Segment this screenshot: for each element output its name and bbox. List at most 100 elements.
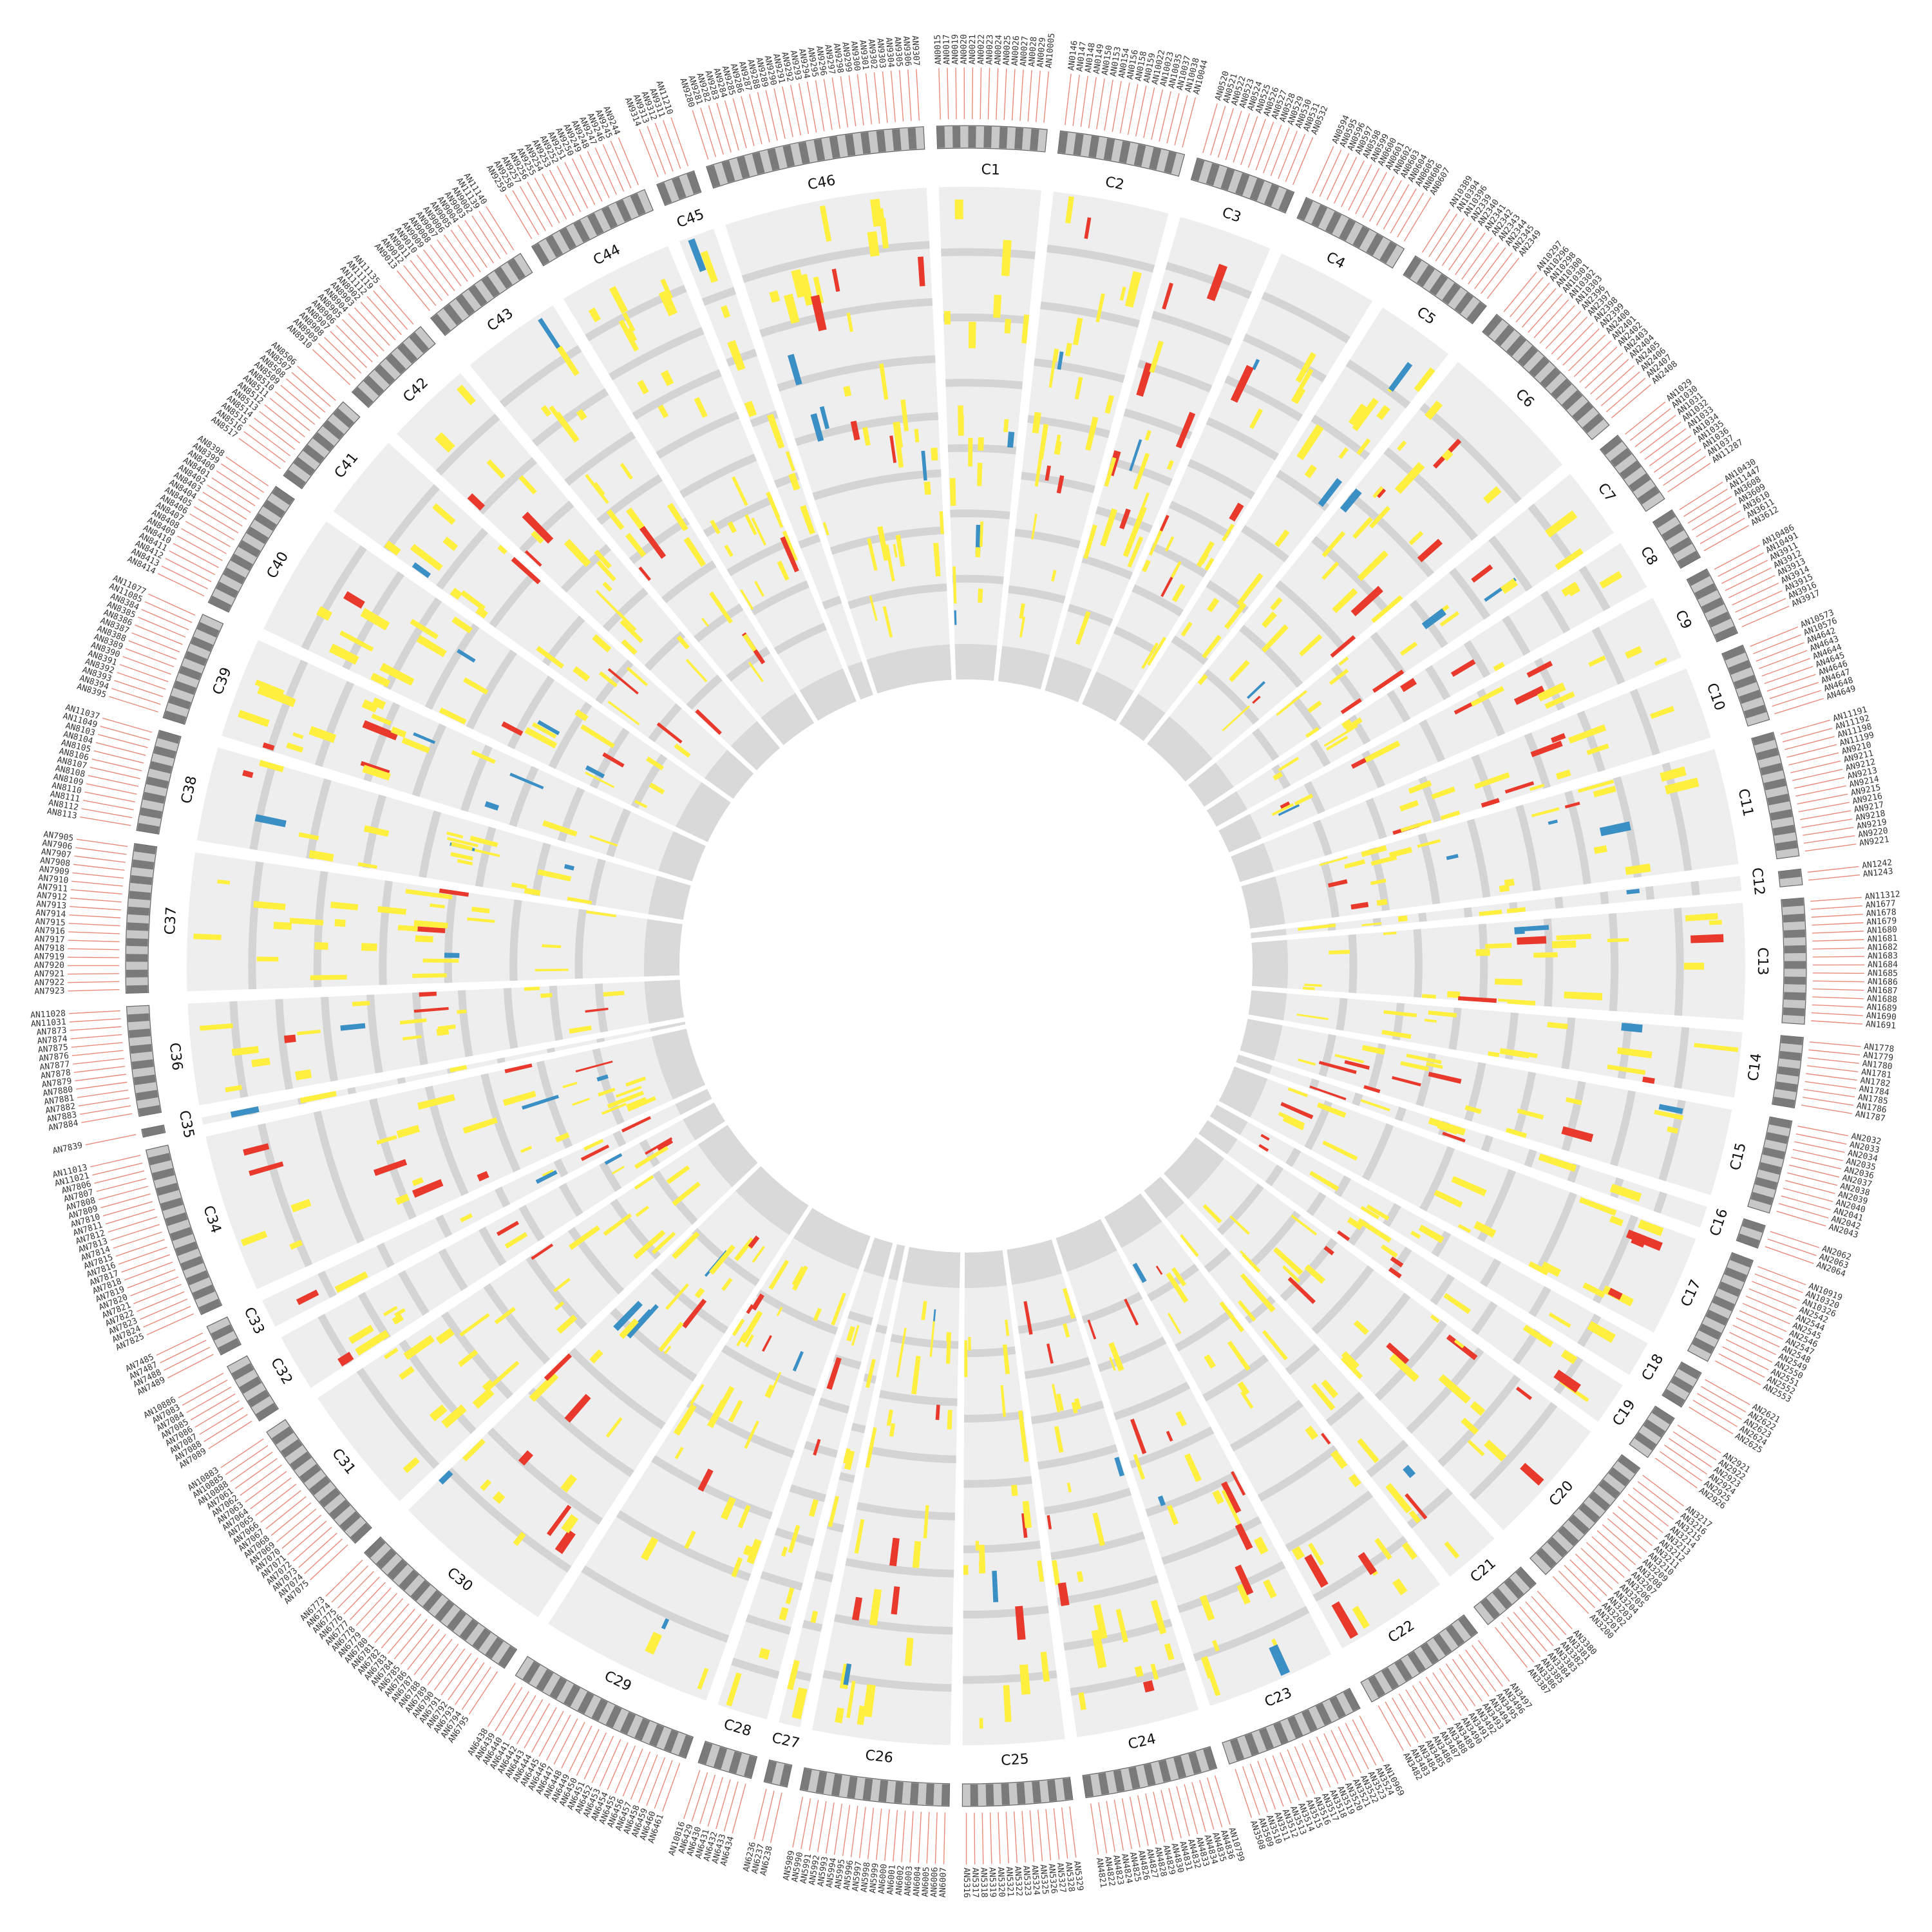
gene-tick <box>1802 1097 1854 1106</box>
track-band <box>313 1110 365 1244</box>
gene-tick <box>1759 650 1808 669</box>
heatmap-cell <box>1222 705 1251 732</box>
gene-label: AN0017 <box>942 34 952 64</box>
gene-tick <box>1783 1188 1833 1202</box>
gene-tick <box>1501 1622 1535 1663</box>
heatmap-cell <box>480 1479 492 1492</box>
track-band <box>1609 1090 1636 1167</box>
cluster-inner-block <box>1209 1104 1248 1135</box>
heatmap-cell <box>537 869 572 882</box>
cluster-inner-block <box>697 1124 758 1188</box>
track-band <box>1168 500 1231 539</box>
heatmap-cell <box>554 1132 570 1143</box>
gene-tick <box>285 378 326 413</box>
gene-tick <box>1390 188 1417 234</box>
gene-block <box>280 1439 303 1458</box>
track-band <box>1437 1374 1521 1467</box>
heatmap-cell <box>439 893 453 900</box>
cluster-inner-block <box>735 1166 809 1235</box>
track-band <box>1325 1392 1365 1426</box>
track-band <box>1206 417 1279 460</box>
gene-tick <box>622 1748 643 1797</box>
gene-tick <box>182 1379 228 1406</box>
heatmap-cell <box>1287 1276 1316 1304</box>
track-band <box>945 379 1023 390</box>
cluster-label: C16 <box>1707 1207 1732 1238</box>
heatmap-cell <box>634 799 648 809</box>
gene-tick <box>70 897 122 903</box>
gene-tick <box>143 1305 191 1328</box>
track-band <box>833 1354 862 1370</box>
cluster-sector <box>202 1021 686 1125</box>
heatmap-cell <box>843 1448 851 1464</box>
track-band <box>1577 710 1605 772</box>
gene-block <box>312 432 334 452</box>
heatmap-cell <box>1282 1117 1305 1131</box>
heatmap-cell <box>929 1321 935 1357</box>
gene-tick <box>354 307 390 346</box>
gene-tick <box>368 1598 404 1638</box>
heatmap-cell <box>1229 659 1250 683</box>
gene-tick <box>1474 247 1506 289</box>
gene-tick <box>100 1193 151 1209</box>
heatmap-cell <box>748 661 764 683</box>
heatmap-cell <box>494 1307 516 1325</box>
heatmap-cell <box>573 666 591 682</box>
heatmap-cell <box>412 1179 444 1198</box>
heatmap-cell <box>1642 1076 1655 1084</box>
track-band <box>644 630 686 671</box>
gene-tick <box>1739 1310 1787 1332</box>
gene-tick <box>1790 761 1841 773</box>
heatmap-cell <box>611 1166 625 1175</box>
gene-tick <box>790 84 802 136</box>
heatmap-cell <box>1057 351 1064 370</box>
gene-tick <box>137 1291 185 1312</box>
gene-block <box>1420 1642 1439 1665</box>
gene-tick <box>167 1354 214 1379</box>
heatmap-cell <box>813 1439 821 1456</box>
heatmap-cell <box>1231 1471 1246 1496</box>
heatmap-cell <box>1531 807 1560 818</box>
heatmap-cell <box>522 1095 559 1110</box>
heatmap-cell <box>1358 1552 1377 1575</box>
gene-block <box>764 1760 777 1783</box>
heatmap-cell <box>1304 1554 1329 1588</box>
gene-label: AN7919 <box>34 952 64 961</box>
track-band <box>528 1387 634 1477</box>
heatmap-cell <box>1485 943 1512 949</box>
heatmap-cell <box>585 772 615 788</box>
heatmap-cell <box>1129 506 1147 540</box>
cluster-label: C15 <box>1727 1141 1750 1172</box>
heatmap-cell <box>240 1230 268 1247</box>
gene-tick <box>381 1609 415 1649</box>
heatmap-cell <box>1561 582 1580 597</box>
heatmap-cell <box>954 199 963 220</box>
gene-tick <box>1331 1730 1354 1777</box>
track-band <box>1310 739 1331 767</box>
gene-tick <box>1622 1500 1663 1533</box>
gene-block <box>1329 1696 1346 1719</box>
gene-block <box>1762 1147 1785 1160</box>
cluster-sector <box>262 1088 712 1327</box>
gene-tick <box>1121 1798 1132 1850</box>
heatmap-cell <box>1425 400 1443 420</box>
gene-tick <box>1625 401 1666 435</box>
heatmap-cell <box>939 511 944 535</box>
heatmap-cell <box>1607 1065 1646 1075</box>
heatmap-cell <box>1498 998 1536 1004</box>
cluster-inner-block <box>1241 876 1285 929</box>
gene-block <box>1128 1766 1141 1790</box>
track-band <box>1132 584 1184 617</box>
gene-block <box>925 1783 934 1806</box>
heatmap-cell <box>1206 263 1227 301</box>
gene-tick <box>531 1707 557 1753</box>
heatmap-cell <box>1376 404 1390 421</box>
track-band <box>1553 1356 1584 1395</box>
gene-block <box>1669 536 1692 554</box>
track-band <box>564 431 636 486</box>
gene-block <box>1784 945 1806 954</box>
heatmap-cell <box>949 478 956 506</box>
track-band <box>1524 732 1551 789</box>
heatmap-cell <box>413 920 448 929</box>
heatmap-cell <box>945 1340 951 1364</box>
